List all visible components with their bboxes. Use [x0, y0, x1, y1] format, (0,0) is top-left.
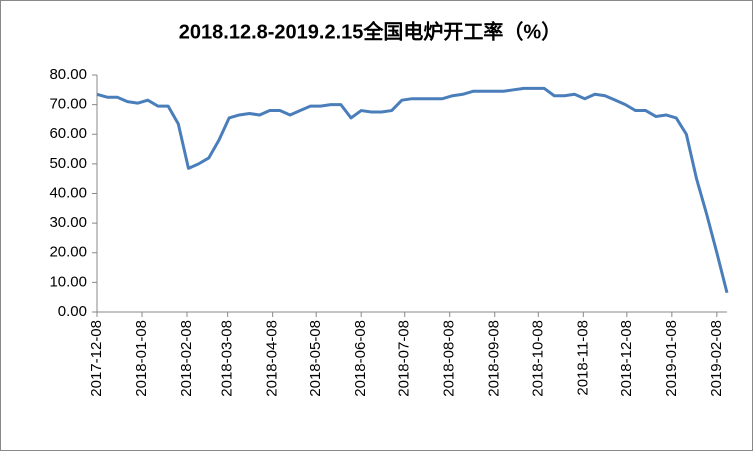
- x-tick-label: 2018-03-08: [219, 320, 236, 397]
- x-tick-label: 2018-06-08: [352, 320, 369, 397]
- x-tick-label: 2018-12-08: [618, 320, 635, 397]
- y-tick-label: 70.00: [49, 96, 87, 113]
- y-tick-label: 50.00: [49, 155, 87, 172]
- y-tick-label: 10.00: [49, 273, 87, 290]
- x-tick-label: 2018-07-08: [396, 320, 413, 397]
- x-tick-label: 2019-01-08: [663, 320, 680, 397]
- y-tick-label: 40.00: [49, 184, 87, 201]
- x-tick-label: 2018-08-08: [441, 320, 458, 397]
- chart-title: 2018.12.8-2019.2.15全国电炉开工率（%）: [179, 19, 561, 43]
- y-tick-label: 80.00: [49, 66, 87, 83]
- x-tick-label: 2018-10-08: [529, 320, 546, 397]
- y-tick-label: 60.00: [49, 125, 87, 142]
- x-tick-label: 2017-12-08: [88, 320, 105, 397]
- x-tick-label: 2018-04-08: [264, 320, 281, 397]
- data-line: [96, 86, 729, 294]
- x-tick-label: 2018-09-08: [486, 320, 503, 397]
- y-tick-label: 20.00: [49, 244, 87, 261]
- x-tick-label: 2018-02-08: [178, 320, 195, 397]
- x-tick-label: 2019-02-08: [708, 320, 725, 397]
- x-tick-label: 2018-11-08: [574, 320, 591, 396]
- y-tick-label: 30.00: [49, 214, 87, 231]
- x-tick-label: 2018-05-08: [307, 320, 324, 397]
- y-tick-label: 0.00: [58, 303, 87, 320]
- x-tick-label: 2018-01-08: [133, 320, 150, 397]
